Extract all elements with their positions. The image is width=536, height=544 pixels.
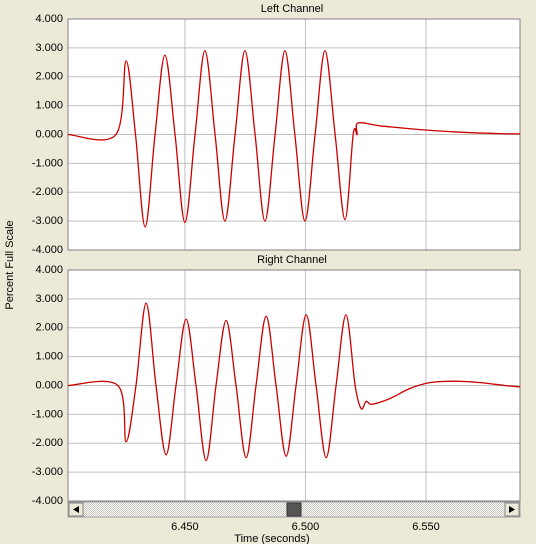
x-tick-label: 6.550 bbox=[412, 521, 440, 533]
waveform-line bbox=[68, 50, 520, 228]
left-arrow bbox=[73, 506, 79, 513]
waveform-line bbox=[68, 302, 520, 462]
x-tick-label: 6.450 bbox=[171, 521, 199, 533]
scrollbar[interactable] bbox=[67, 501, 521, 518]
y-tick-label: 3.000 bbox=[35, 42, 63, 54]
y-axis-label: Percent Full Scale bbox=[4, 220, 16, 309]
y-tick-label: -2.000 bbox=[32, 186, 63, 198]
panel-title: Right Channel bbox=[257, 254, 327, 266]
scroll-thumb[interactable] bbox=[286, 502, 302, 517]
y-tick-label: 4.000 bbox=[35, 264, 63, 276]
x-axis-label: Time (seconds) bbox=[234, 533, 309, 544]
y-tick-label: 1.000 bbox=[35, 100, 63, 112]
x-tick-label: 6.500 bbox=[292, 521, 320, 533]
y-tick-label: 2.000 bbox=[35, 71, 63, 83]
y-tick-label: 1.000 bbox=[35, 351, 63, 363]
y-tick-label: -4.000 bbox=[32, 495, 63, 507]
y-tick-label: -4.000 bbox=[32, 244, 63, 256]
panel-title: Left Channel bbox=[261, 3, 323, 15]
y-tick-label: 4.000 bbox=[35, 13, 63, 25]
y-tick-label: 0.000 bbox=[35, 379, 63, 391]
y-tick-label: -3.000 bbox=[32, 215, 63, 227]
y-tick-label: 0.000 bbox=[35, 128, 63, 140]
right-arrow bbox=[509, 506, 515, 513]
y-tick-label: -1.000 bbox=[32, 157, 63, 169]
y-tick-label: -2.000 bbox=[32, 437, 63, 449]
y-tick-label: 2.000 bbox=[35, 322, 63, 334]
y-tick-label: -3.000 bbox=[32, 466, 63, 478]
y-tick-label: -1.000 bbox=[32, 408, 63, 420]
y-tick-label: 3.000 bbox=[35, 293, 63, 305]
